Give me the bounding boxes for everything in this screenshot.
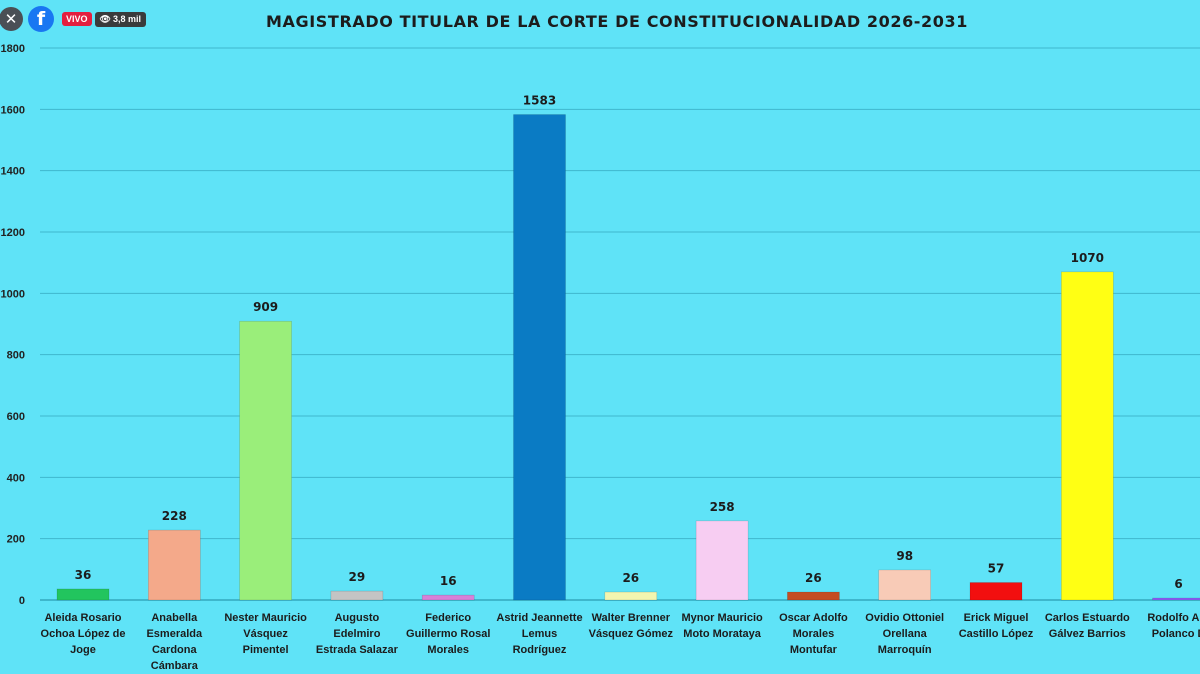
y-tick-label: 1600 (1, 104, 25, 116)
data-label: 228 (162, 509, 187, 523)
facebook-logo-icon[interactable]: f (28, 6, 54, 32)
live-badge: VIVO (62, 12, 92, 26)
chart-title: MAGISTRADO TITULAR DE LA CORTE DE CONSTI… (266, 12, 968, 31)
data-label: 1070 (1071, 251, 1104, 265)
x-tick-label: Ovidio Ottoniel Orellana Marroquín (865, 612, 944, 656)
bar[interactable] (695, 520, 749, 601)
y-tick-label: 800 (7, 350, 25, 362)
x-tick-label: Carlos Estuardo Gálvez Barrios (1045, 612, 1130, 640)
bar[interactable] (604, 591, 658, 601)
y-tick-label: 600 (7, 411, 25, 423)
close-icon[interactable]: ✕ (0, 7, 23, 31)
bars (56, 114, 1200, 601)
data-label: 98 (896, 549, 913, 563)
x-tick-label: Augusto Edelmiro Estrada Salazar (316, 612, 399, 656)
data-label: 29 (349, 570, 366, 584)
data-label: 6 (1174, 577, 1182, 591)
x-tick-label: Oscar Adolfo Morales Montufar (779, 612, 848, 656)
gridlines (40, 47, 1200, 601)
data-label: 909 (253, 300, 278, 314)
bar[interactable] (1152, 597, 1200, 601)
bar[interactable] (969, 582, 1023, 601)
x-tick-label: Nester Mauricio Vásquez Pimentel (224, 612, 307, 656)
data-label: 16 (440, 574, 457, 588)
data-label: 57 (988, 562, 1005, 576)
bar[interactable] (148, 529, 201, 601)
y-tick-label: 1800 (1, 43, 25, 55)
data-label: 36 (75, 568, 92, 582)
bar[interactable] (513, 114, 566, 601)
x-tick-label: Rodolfo AntPolanco D (1147, 612, 1200, 640)
x-tick-label: Anabella Esmeralda Cardona Cámbara (146, 612, 203, 672)
x-tick-label: Walter Brenner Vásquez Gómez (589, 612, 674, 640)
bar[interactable] (787, 591, 840, 601)
x-tick-label: Astrid Jeannette Lemus Rodríguez (496, 612, 582, 656)
y-tick-label: 200 (7, 534, 25, 546)
data-labels: 36 228 909 29 16 1583 26 258 26 98 57 1070 6 (75, 94, 1183, 591)
bar[interactable] (330, 590, 384, 601)
y-tick-label: 0 (19, 595, 25, 607)
x-tick-label: Mynor Mauricio Moto Morataya (681, 612, 763, 640)
bar[interactable] (1061, 271, 1114, 601)
data-label: 1583 (523, 94, 556, 108)
x-axis: Aleida Rosario Ochoa López de Joge Anabella… (41, 612, 1200, 672)
bar[interactable] (421, 594, 475, 601)
data-label: 26 (805, 571, 822, 585)
x-tick-label: Aleida Rosario Ochoa López de Joge (41, 612, 126, 656)
viewer-count-badge: 👁 3,8 mil (94, 11, 146, 27)
x-tick-label: Erick Miguel Castillo López (959, 612, 1034, 640)
y-tick-label: 1400 (1, 166, 25, 178)
y-tick-label: 400 (7, 472, 25, 484)
data-label: 26 (622, 571, 639, 585)
bar[interactable] (56, 588, 110, 601)
x-tick-label: Federico Guillermo Rosal Morales (406, 612, 490, 656)
bar[interactable] (239, 320, 292, 601)
y-tick-label: 1200 (1, 227, 25, 239)
y-axis: 0 200 400 600 800 1000 1200 1400 1600 1800 (1, 43, 25, 607)
eye-icon: 👁 (99, 13, 111, 24)
bar[interactable] (878, 569, 932, 601)
data-label: 258 (710, 500, 735, 514)
viewer-count: 3,8 mil (112, 14, 141, 24)
live-overlay: ✕ f VIVO 👁 3,8 mil (0, 5, 146, 33)
y-tick-label: 1000 (1, 288, 25, 300)
